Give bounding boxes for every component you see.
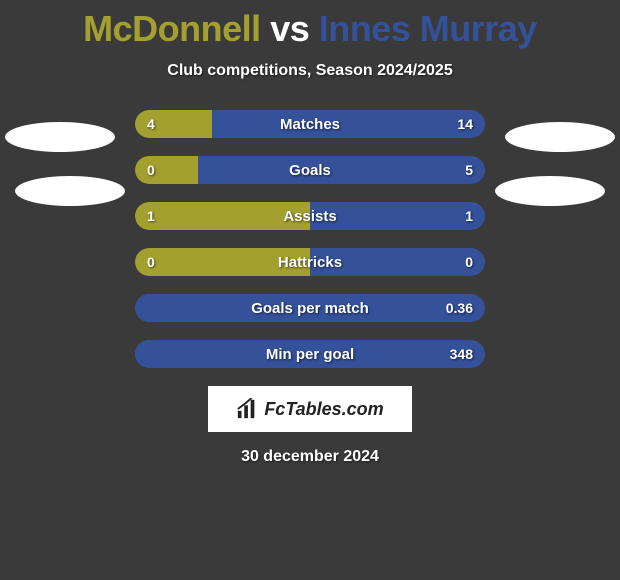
stat-label: Hattricks xyxy=(135,248,485,276)
player1-name: McDonnell xyxy=(83,8,261,49)
logo-text: FcTables.com xyxy=(264,399,383,420)
stat-row: 05Goals xyxy=(135,156,485,184)
stat-row: 11Assists xyxy=(135,202,485,230)
stat-row: 414Matches xyxy=(135,110,485,138)
date-text: 30 december 2024 xyxy=(0,448,620,466)
chart-icon xyxy=(236,398,258,420)
comparison-title: McDonnell vs Innes Murray xyxy=(0,0,620,50)
stat-row: 348Min per goal xyxy=(135,340,485,368)
stat-row: 0.36Goals per match xyxy=(135,294,485,322)
stats-container: 414Matches 05Goals 11Assists 00Hattricks 0.3… xyxy=(0,110,620,466)
stat-label: Assists xyxy=(135,202,485,230)
logo-box: FcTables.com xyxy=(208,386,412,432)
stat-label: Goals per match xyxy=(135,294,485,322)
vs-text: vs xyxy=(270,8,309,49)
stat-row: 00Hattricks xyxy=(135,248,485,276)
subtitle: Club competitions, Season 2024/2025 xyxy=(0,62,620,80)
player2-name: Innes Murray xyxy=(319,8,537,49)
stat-label: Min per goal xyxy=(135,340,485,368)
stat-label: Matches xyxy=(135,110,485,138)
stat-label: Goals xyxy=(135,156,485,184)
bars-wrapper: 414Matches 05Goals 11Assists 00Hattricks 0.3… xyxy=(135,110,485,368)
